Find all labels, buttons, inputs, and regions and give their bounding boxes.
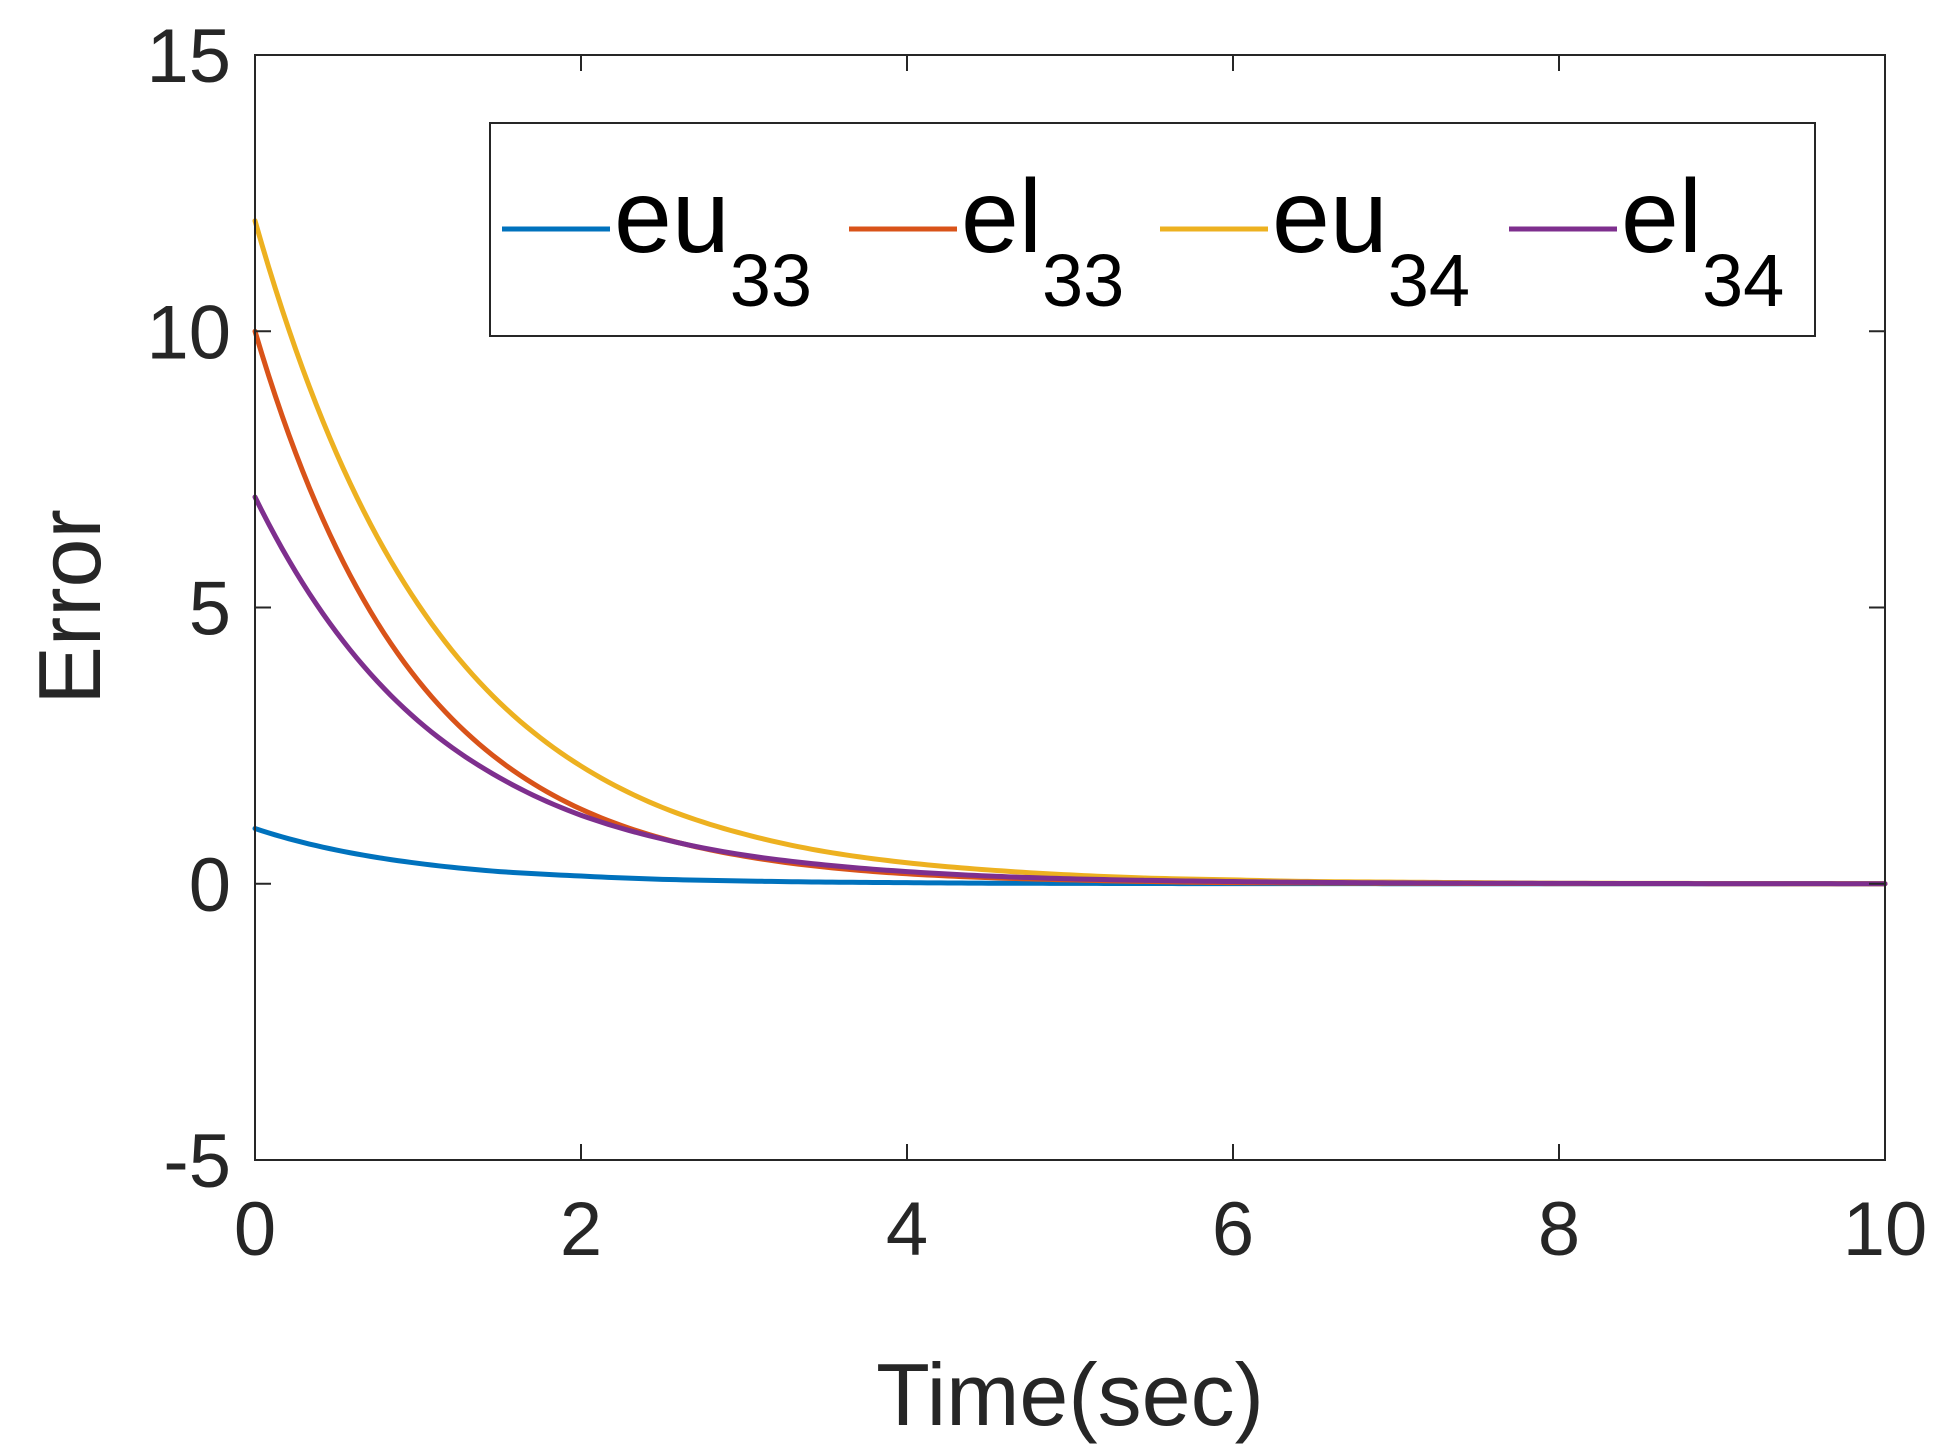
series-layer	[252, 218, 1888, 887]
legend-label-el33: el33	[961, 159, 1124, 322]
y-tick-label: 5	[189, 567, 231, 652]
ticks-layer	[254, 54, 1886, 1161]
x-axis-label: Time(sec)	[876, 1345, 1264, 1444]
x-tick-label: 2	[560, 1187, 602, 1272]
x-tick-label: 0	[234, 1187, 276, 1272]
y-tick-label: 10	[146, 290, 231, 375]
series-line-el34	[252, 494, 1888, 887]
x-tick-label: 8	[1538, 1187, 1580, 1272]
y-tick-label: 0	[189, 843, 231, 928]
x-tick-label: 4	[886, 1187, 928, 1272]
y-tick-label: -5	[163, 1119, 231, 1204]
x-tick-label: 10	[1843, 1187, 1928, 1272]
legend-label-eu33: eu33	[614, 159, 812, 322]
legend: eu33 el33 eu34 el34	[489, 122, 1816, 337]
legend-label-el34: el34	[1621, 159, 1784, 322]
y-axis-label: Error	[20, 509, 119, 705]
legend-label-eu34: eu34	[1272, 159, 1470, 322]
y-tick-label: 15	[146, 14, 231, 99]
x-tick-label: 6	[1212, 1187, 1254, 1272]
